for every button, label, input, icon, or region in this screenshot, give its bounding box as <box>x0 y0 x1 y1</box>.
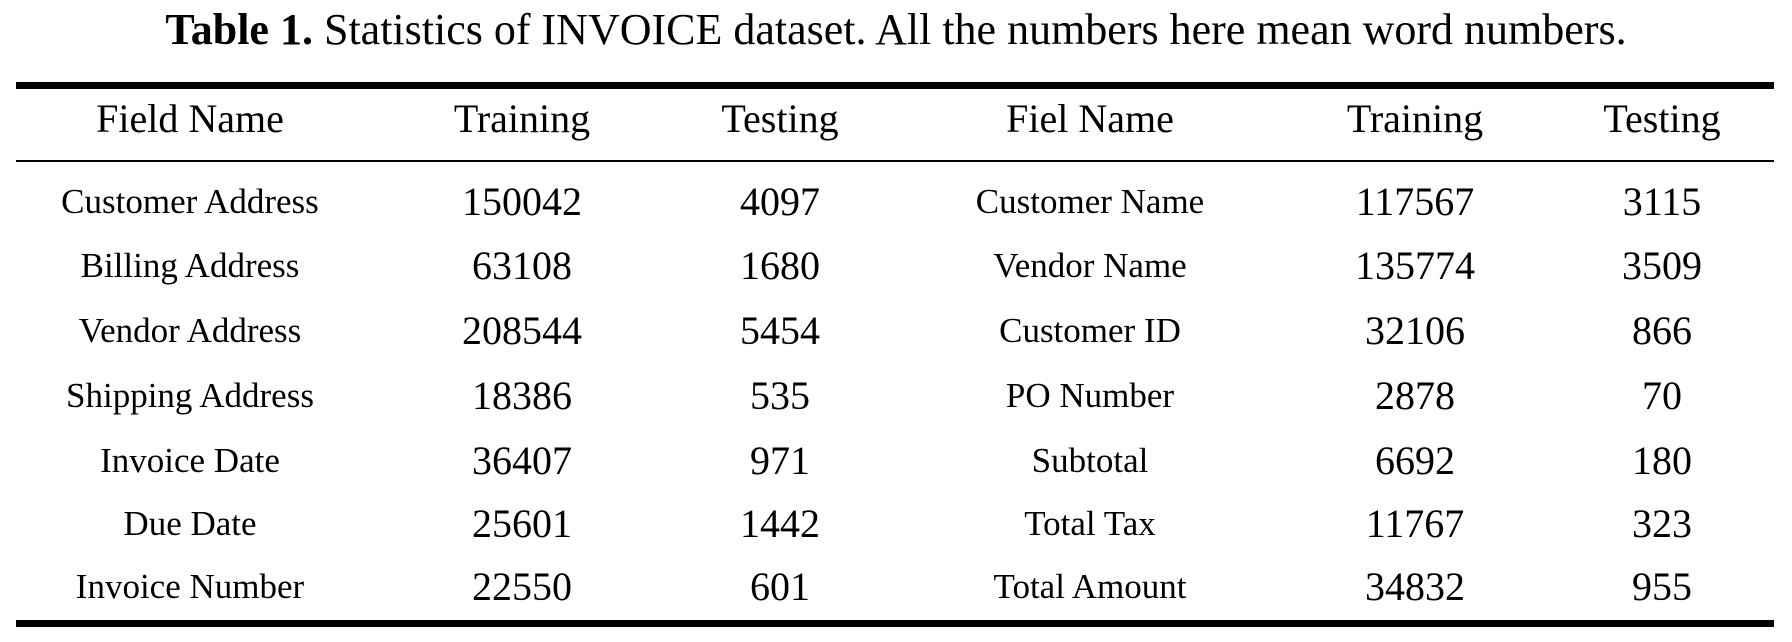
table-row: Shipping Address 18386 535 PO Number 287… <box>16 366 1774 426</box>
testing-count-cell: 323 <box>1632 501 1692 546</box>
testing-count-cell: 1442 <box>740 501 820 546</box>
field-name-cell: PO Number <box>1005 376 1175 415</box>
training-count-cell: 18386 <box>472 373 572 418</box>
testing-count-cell: 180 <box>1632 438 1692 483</box>
testing-count-cell: 5454 <box>740 308 820 353</box>
field-name-cell: Total Tax <box>1024 504 1156 543</box>
field-name-cell: Total Amount <box>993 567 1187 606</box>
training-count-cell: 11767 <box>1365 501 1465 546</box>
field-name-cell: Due Date <box>123 504 257 543</box>
field-name-cell: Billing Address <box>80 246 300 285</box>
testing-count-cell: 955 <box>1632 564 1692 609</box>
table-top-rule <box>16 82 1774 89</box>
training-count-cell: 32106 <box>1365 308 1465 353</box>
training-count-cell: 25601 <box>472 501 572 546</box>
testing-count-cell: 4097 <box>740 179 820 224</box>
table-row: Customer Address 150042 4097 Customer Na… <box>16 172 1774 232</box>
table-row: Invoice Date 36407 971 Subtotal 6692 180 <box>16 431 1774 491</box>
field-name-cell: Customer ID <box>999 311 1181 350</box>
testing-count-cell: 70 <box>1642 373 1682 418</box>
table-caption: Table 1. Statistics of INVOICE dataset. … <box>0 4 1792 56</box>
field-name-cell: Invoice Date <box>100 441 280 480</box>
table-row: Billing Address 63108 1680 Vendor Name 1… <box>16 236 1774 296</box>
training-count-cell: 63108 <box>472 243 572 288</box>
table-caption-text: Statistics of INVOICE dataset. All the n… <box>312 5 1627 54</box>
testing-count-cell: 535 <box>750 373 810 418</box>
table-row: Invoice Number 22550 601 Total Amount 34… <box>16 557 1774 617</box>
training-count-cell: 36407 <box>472 438 572 483</box>
field-name-cell: Shipping Address <box>66 376 314 415</box>
table-header-row: Field Name Training Testing Fiel Name Tr… <box>16 89 1774 149</box>
training-count-cell: 6692 <box>1375 438 1455 483</box>
training-count-cell: 34832 <box>1365 564 1465 609</box>
testing-count-cell: 1680 <box>740 243 820 288</box>
header-training-left: Training <box>453 96 591 141</box>
testing-count-cell: 866 <box>1632 308 1692 353</box>
training-count-cell: 2878 <box>1375 373 1455 418</box>
table-header-rule <box>16 160 1774 162</box>
training-count-cell: 150042 <box>462 179 582 224</box>
training-count-cell: 117567 <box>1355 179 1475 224</box>
testing-count-cell: 3509 <box>1622 243 1702 288</box>
training-count-cell: 208544 <box>462 308 582 353</box>
table-row: Vendor Address 208544 5454 Customer ID 3… <box>16 301 1774 361</box>
header-testing-right: Testing <box>1603 96 1721 141</box>
field-name-cell: Customer Address <box>61 182 319 221</box>
table-caption-label: Table 1. <box>165 5 313 54</box>
header-field-name-left: Field Name <box>96 96 284 141</box>
field-name-cell: Vendor Name <box>993 246 1187 285</box>
testing-count-cell: 3115 <box>1622 179 1702 224</box>
table-bottom-rule <box>16 620 1774 627</box>
table-row: Due Date 25601 1442 Total Tax 11767 323 <box>16 494 1774 554</box>
field-name-cell: Customer Name <box>975 182 1205 221</box>
training-count-cell: 135774 <box>1355 243 1475 288</box>
header-field-name-right: Fiel Name <box>1006 96 1174 141</box>
field-name-cell: Invoice Number <box>75 567 305 606</box>
field-name-cell: Subtotal <box>1031 441 1149 480</box>
testing-count-cell: 971 <box>750 438 810 483</box>
training-count-cell: 22550 <box>472 564 572 609</box>
header-training-right: Training <box>1346 96 1484 141</box>
field-name-cell: Vendor Address <box>78 311 302 350</box>
testing-count-cell: 601 <box>750 564 810 609</box>
header-testing-left: Testing <box>721 96 839 141</box>
